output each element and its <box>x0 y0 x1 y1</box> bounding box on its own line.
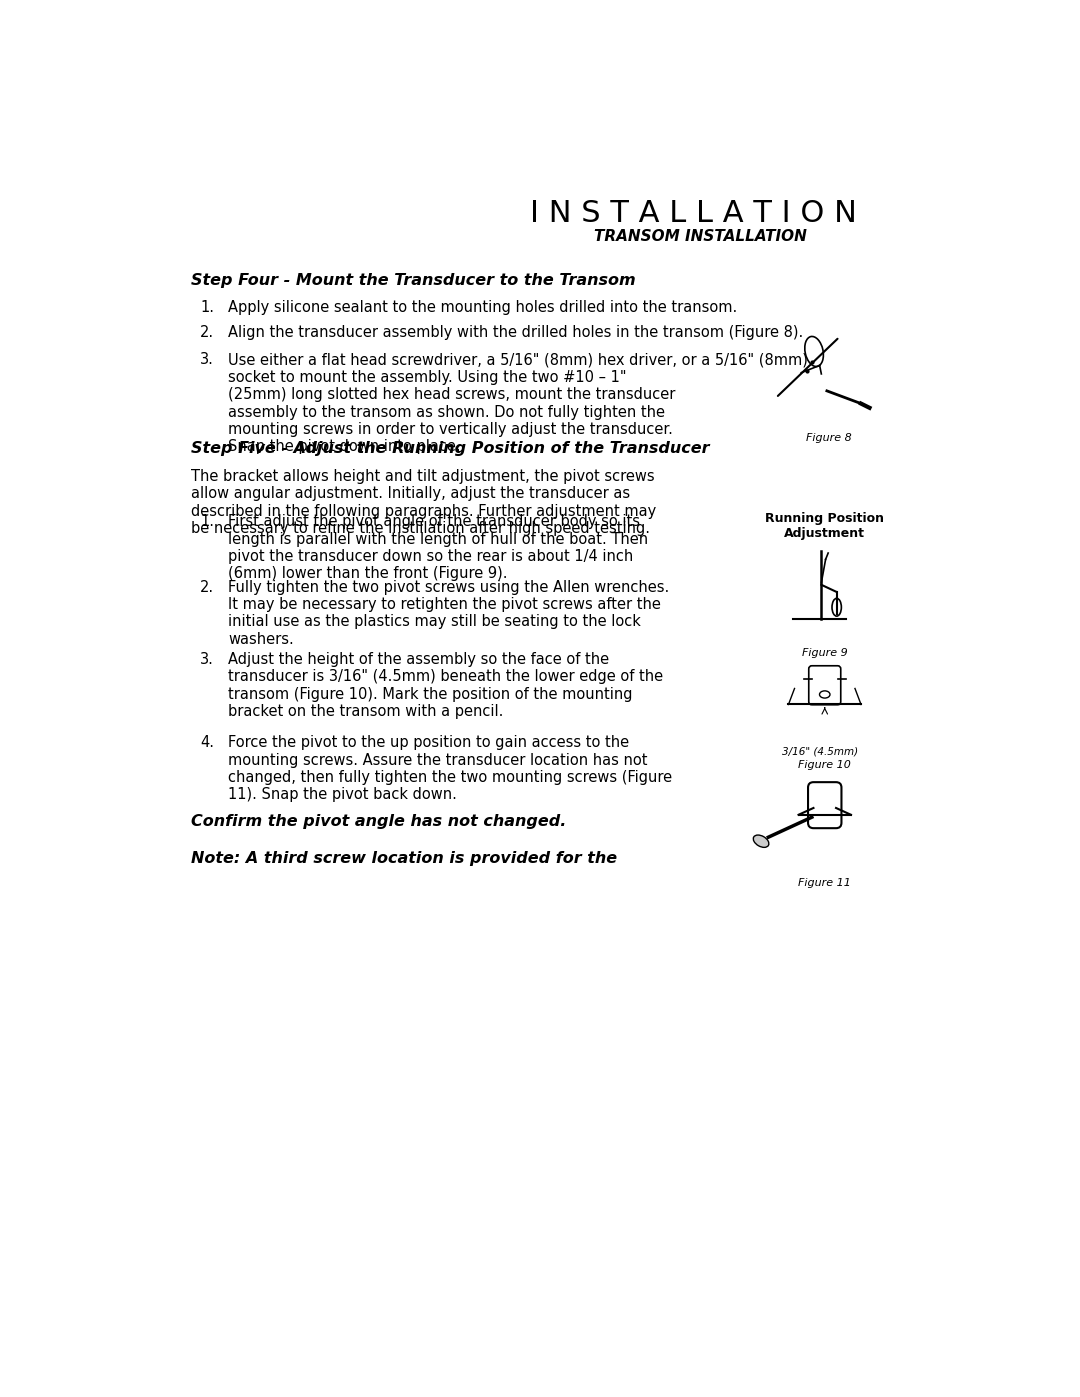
Text: 1.: 1. <box>200 514 214 529</box>
Text: 3/16" (4.5mm): 3/16" (4.5mm) <box>782 746 859 757</box>
Text: Step Five - Adjust the Running Position of the Transducer: Step Five - Adjust the Running Position … <box>191 441 710 455</box>
Text: Note: A third screw location is provided for the: Note: A third screw location is provided… <box>191 851 617 866</box>
Text: Figure 10: Figure 10 <box>798 760 851 770</box>
Text: Apply silicone sealant to the mounting holes drilled into the transom.: Apply silicone sealant to the mounting h… <box>228 300 738 316</box>
Text: Fully tighten the two pivot screws using the Allen wrenches.
It may be necessary: Fully tighten the two pivot screws using… <box>228 580 670 647</box>
Text: Adjust the height of the assembly so the face of the
transducer is 3/16" (4.5mm): Adjust the height of the assembly so the… <box>228 652 663 719</box>
Text: Running Position
Adjustment: Running Position Adjustment <box>766 511 885 539</box>
Text: Confirm the pivot angle has not changed.: Confirm the pivot angle has not changed. <box>191 813 566 828</box>
Text: 1.: 1. <box>200 300 214 316</box>
Text: Align the transducer assembly with the drilled holes in the transom (Figure 8).: Align the transducer assembly with the d… <box>228 326 804 341</box>
Text: I N S T A L L A T I O N: I N S T A L L A T I O N <box>529 198 856 228</box>
Text: Step Four - Mount the Transducer to the Transom: Step Four - Mount the Transducer to the … <box>191 274 635 288</box>
Text: 4.: 4. <box>200 735 214 750</box>
Ellipse shape <box>753 835 769 848</box>
Text: The bracket allows height and tilt adjustment, the pivot screws
allow angular ad: The bracket allows height and tilt adjus… <box>191 469 656 536</box>
Text: Force the pivot to the up position to gain access to the
mounting screws. Assure: Force the pivot to the up position to ga… <box>228 735 672 802</box>
Text: Figure 9: Figure 9 <box>801 648 848 658</box>
Text: Figure 8: Figure 8 <box>806 433 851 443</box>
Text: TRANSOM INSTALLATION: TRANSOM INSTALLATION <box>594 229 807 243</box>
Text: 2.: 2. <box>200 580 214 595</box>
Text: 3.: 3. <box>200 352 214 367</box>
Text: 3.: 3. <box>200 652 214 666</box>
Text: Use either a flat head screwdriver, a 5/16" (8mm) hex driver, or a 5/16" (8mm)
s: Use either a flat head screwdriver, a 5/… <box>228 352 808 454</box>
Text: Figure 11: Figure 11 <box>798 877 851 887</box>
Text: 2.: 2. <box>200 326 214 341</box>
Text: First adjust the pivot angle of the transducer body so its
length is parallel wi: First adjust the pivot angle of the tran… <box>228 514 648 581</box>
